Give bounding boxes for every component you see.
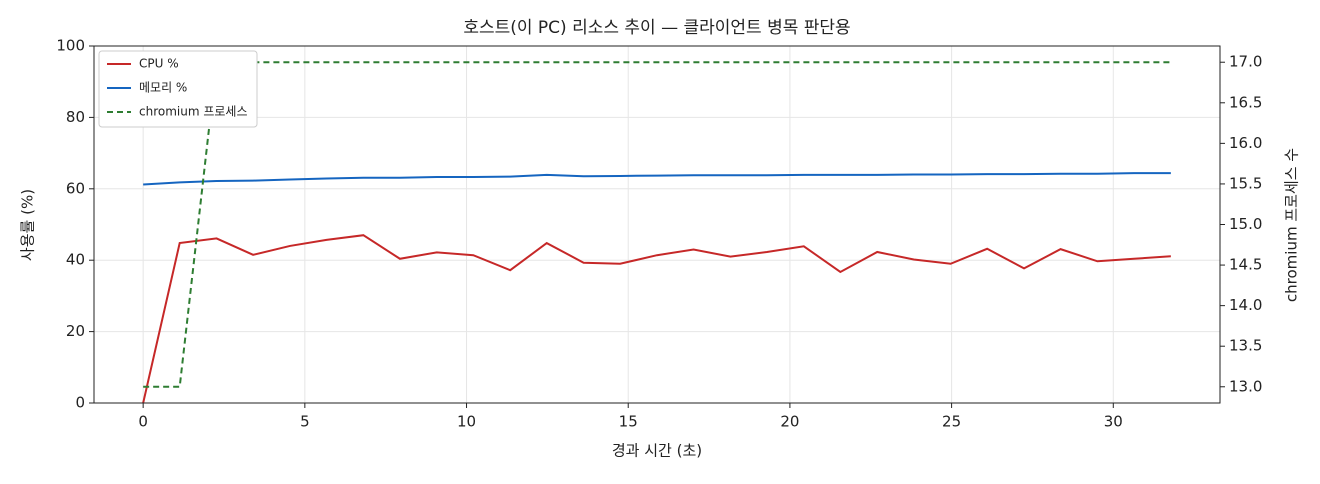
legend-label: 메모리 % (139, 81, 187, 95)
y-tick-label: 40 (66, 251, 85, 269)
y-tick-label: 0 (75, 394, 85, 412)
x-tick-label: 30 (1104, 413, 1123, 431)
legend-box (98, 50, 258, 128)
y2-tick-label: 16.0 (1229, 134, 1262, 152)
y2-tick-label: 13.5 (1229, 337, 1262, 355)
y2-tick-label: 15.5 (1229, 174, 1262, 192)
plot-frame (93, 45, 1221, 404)
x-tick-label: 0 (138, 413, 148, 431)
y2-tick-label: 14.5 (1229, 256, 1262, 274)
series-line (142, 234, 1171, 404)
x-tick-label: 25 (942, 413, 961, 431)
y2-tick-label: 17.0 (1229, 53, 1262, 71)
x-tick-label: 20 (780, 413, 799, 431)
y2-tick-label: 16.5 (1229, 93, 1262, 111)
legend-label: chromium 프로세스 (139, 105, 248, 119)
y2-axis-label: chromium 프로세스 수 (1283, 148, 1301, 302)
series-line (143, 172, 1171, 186)
y-tick-label: 20 (66, 322, 85, 340)
y2-tick-label: 15.0 (1229, 215, 1262, 233)
x-tick-label: 5 (300, 413, 310, 431)
y-tick-label: 60 (66, 179, 85, 197)
x-tick-label: 15 (619, 413, 638, 431)
legend-label: CPU % (139, 57, 179, 71)
x-tick-label: 10 (457, 413, 476, 431)
legend: CPU % 메모리 % chromium 프로세스 (98, 50, 258, 128)
y2-tick-label: 13.0 (1229, 377, 1262, 395)
y-tick-label: 80 (66, 108, 85, 126)
x-axis-label: 경과 시간 (초) (612, 442, 702, 460)
chart-title: 호스트(이 PC) 리소스 추이 — 클라이언트 병목 판단용 (463, 18, 850, 38)
y-axis-label: 사용률 (%) (19, 189, 37, 261)
y2-tick-label: 14.0 (1229, 296, 1262, 314)
y-tick-label: 100 (56, 37, 85, 55)
series-line (143, 61, 1171, 388)
